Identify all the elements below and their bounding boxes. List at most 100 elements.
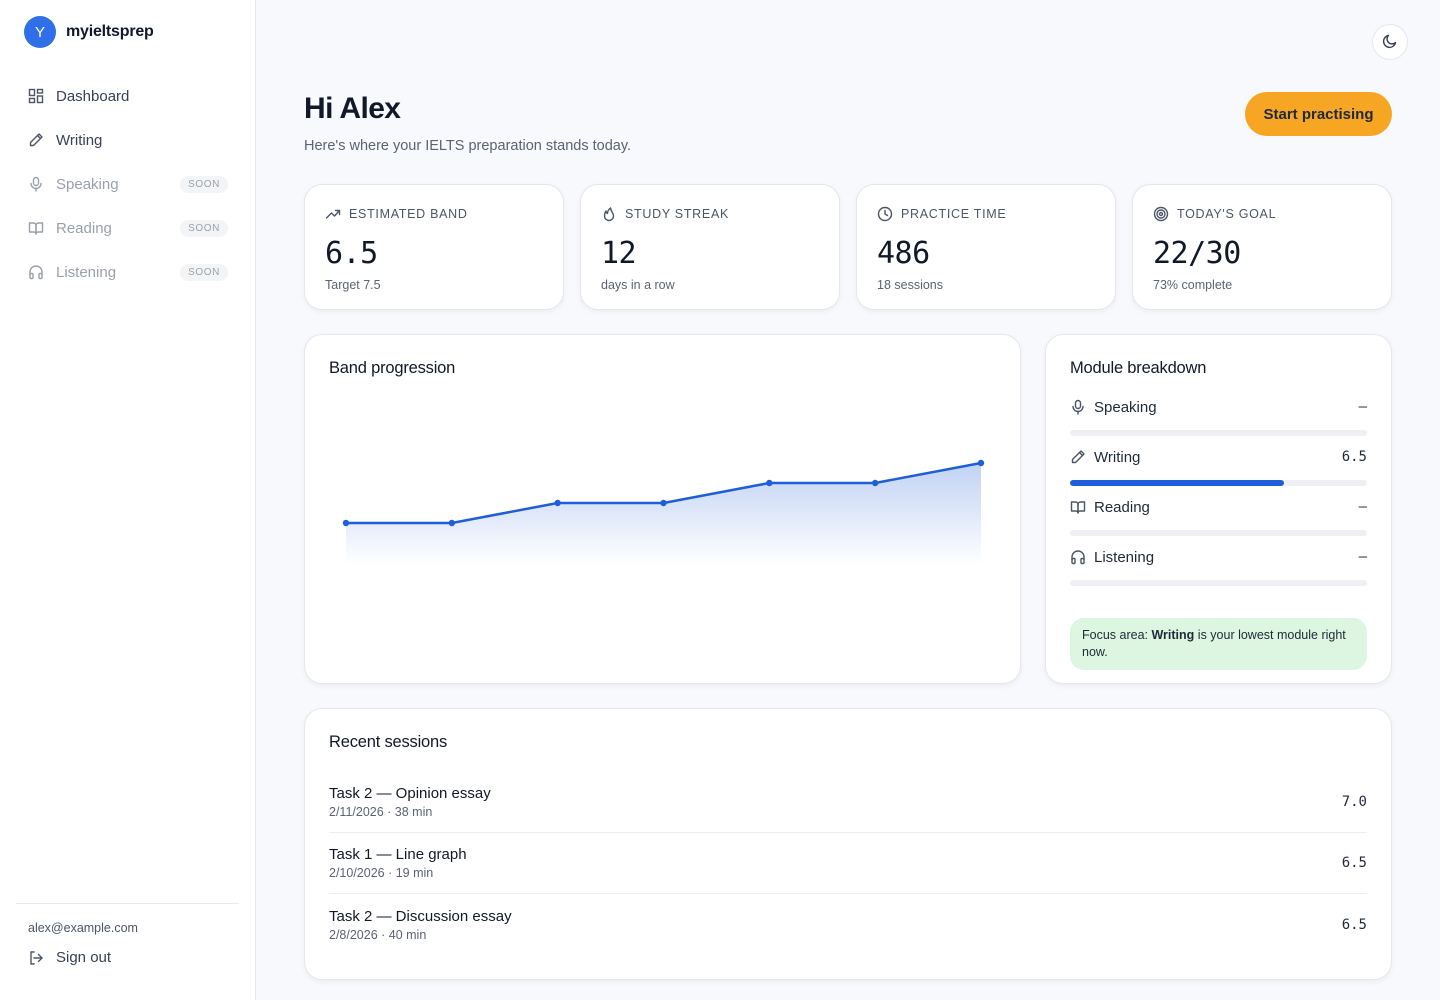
module-breakdown-card: Module breakdown Speaking – Writing 6.5 bbox=[1045, 334, 1392, 684]
pencil-icon bbox=[1070, 449, 1086, 465]
chart-point-7[interactable] bbox=[977, 459, 985, 467]
focus-module: Writing bbox=[1151, 628, 1195, 642]
module-score: – bbox=[1358, 399, 1367, 415]
start-practising-button[interactable]: Start practising bbox=[1245, 92, 1392, 136]
stat-label: PRACTICE TIME bbox=[901, 206, 1007, 221]
soon-badge: SOON bbox=[180, 263, 228, 281]
stat-label: TODAY'S GOAL bbox=[1177, 206, 1277, 221]
stat-card-todays-goal: TODAY'S GOAL 22/30 73% complete bbox=[1132, 184, 1392, 310]
session-meta: 2/8/2026 · 40 min bbox=[329, 927, 427, 942]
card-title: Band progression bbox=[329, 359, 456, 377]
session-band: 6.5 bbox=[1341, 916, 1367, 933]
clock-icon bbox=[877, 206, 893, 222]
logout-icon bbox=[28, 950, 44, 966]
session-title: Task 2 — Opinion essay bbox=[329, 785, 491, 802]
user-email: alex@example.com bbox=[28, 921, 138, 935]
microphone-icon bbox=[28, 176, 44, 192]
module-progress-track bbox=[1070, 580, 1367, 586]
sign-out-button[interactable]: Sign out bbox=[28, 949, 239, 966]
module-score: – bbox=[1358, 549, 1367, 565]
stat-sub: 73% complete bbox=[1153, 278, 1233, 292]
stat-card-practice-time: PRACTICE TIME 486 18 sessions bbox=[856, 184, 1116, 310]
session-title: Task 1 — Line graph bbox=[329, 846, 467, 863]
module-progress-track bbox=[1070, 530, 1367, 536]
module-progress-track bbox=[1070, 430, 1367, 436]
recent-sessions-card: Recent sessions Task 2 — Opinion essay 2… bbox=[304, 708, 1392, 980]
module-speaking[interactable]: Speaking – bbox=[1070, 395, 1367, 445]
stat-value: 22/30 bbox=[1153, 236, 1241, 271]
module-name: Listening bbox=[1094, 548, 1155, 566]
module-writing[interactable]: Writing 6.5 bbox=[1070, 445, 1367, 495]
stat-label: ESTIMATED BAND bbox=[349, 206, 468, 221]
sign-out-label: Sign out bbox=[56, 949, 112, 966]
sidebar-item-listening[interactable]: Listening SOON bbox=[16, 250, 240, 294]
pencil-icon bbox=[28, 132, 44, 148]
sidebar-item-writing[interactable]: Writing bbox=[16, 118, 240, 162]
chart-point-4[interactable] bbox=[660, 499, 667, 507]
sidebar-item-label: Dashboard bbox=[56, 87, 130, 105]
card-title: Module breakdown bbox=[1070, 359, 1207, 377]
dashboard-icon bbox=[28, 88, 44, 104]
book-icon bbox=[28, 220, 44, 236]
session-row[interactable]: Task 2 — Opinion essay 2/11/2026 · 38 mi… bbox=[329, 772, 1367, 833]
sidebar-item-label: Reading bbox=[56, 219, 112, 237]
stat-value: 486 bbox=[877, 236, 930, 271]
stat-value: 12 bbox=[601, 236, 637, 271]
soon-badge: SOON bbox=[180, 175, 228, 193]
chart-point-5[interactable] bbox=[766, 479, 773, 487]
session-meta: 2/11/2026 · 38 min bbox=[329, 805, 433, 819]
sidebar-nav: Dashboard Writing Speaking SOON Reading … bbox=[16, 74, 240, 294]
module-progress-track bbox=[1070, 480, 1367, 486]
stat-sub: 18 sessions bbox=[877, 278, 944, 292]
card-title: Recent sessions bbox=[329, 733, 448, 751]
module-listening[interactable]: Listening – bbox=[1070, 545, 1367, 595]
session-band: 6.5 bbox=[1341, 855, 1367, 871]
sidebar-item-speaking[interactable]: Speaking SOON bbox=[16, 162, 240, 206]
trending-up-icon bbox=[325, 206, 341, 222]
brand-logo: Y bbox=[24, 16, 56, 48]
stat-label: STUDY STREAK bbox=[625, 206, 730, 221]
sidebar-item-label: Listening bbox=[56, 263, 117, 281]
chart-area bbox=[346, 463, 981, 565]
microphone-icon bbox=[1070, 399, 1086, 415]
flame-icon bbox=[601, 206, 617, 222]
focus-prefix: Focus area: bbox=[1082, 628, 1152, 642]
page-title: Hi Alex bbox=[304, 92, 401, 125]
session-list: Task 2 — Opinion essay 2/11/2026 · 38 mi… bbox=[329, 772, 1367, 955]
band-progression-chart bbox=[342, 459, 985, 565]
module-list: Speaking – Writing 6.5 Reading – bbox=[1070, 395, 1367, 595]
module-score: – bbox=[1358, 499, 1367, 515]
brand-name: myieltsprep bbox=[66, 23, 154, 40]
target-icon bbox=[1153, 206, 1169, 222]
sidebar: Y myieltsprep Dashboard Writing Speaking… bbox=[0, 0, 256, 1000]
module-reading[interactable]: Reading – bbox=[1070, 495, 1367, 545]
page-subtitle: Here's where your IELTS preparation stan… bbox=[304, 138, 632, 154]
soon-badge: SOON bbox=[180, 219, 228, 237]
module-progress-fill bbox=[1070, 480, 1284, 486]
session-meta: 2/10/2026 · 19 min bbox=[329, 866, 434, 880]
chart-point-6[interactable] bbox=[871, 479, 879, 487]
sidebar-footer: alex@example.com Sign out bbox=[16, 903, 239, 966]
module-name: Speaking bbox=[1094, 398, 1157, 416]
stat-card-study-streak: STUDY STREAK 12 days in a row bbox=[580, 184, 840, 310]
chart-point-3[interactable] bbox=[554, 499, 561, 507]
stat-card-estimated-band: ESTIMATED BAND 6.5 Target 7.5 bbox=[304, 184, 564, 310]
theme-toggle-button[interactable] bbox=[1372, 24, 1408, 60]
moon-icon bbox=[1382, 33, 1398, 52]
headphones-icon bbox=[1070, 549, 1086, 565]
sidebar-item-reading[interactable]: Reading SOON bbox=[16, 206, 240, 250]
book-icon bbox=[1070, 499, 1086, 515]
headphones-icon bbox=[28, 264, 44, 280]
focus-suffix: is your lowest module right now. bbox=[1082, 628, 1346, 659]
stat-sub: Target 7.5 bbox=[325, 278, 381, 292]
session-band: 7.0 bbox=[1341, 794, 1367, 810]
brand[interactable]: Y myieltsprep bbox=[24, 16, 154, 48]
session-row[interactable]: Task 1 — Line graph 2/10/2026 · 19 min 6… bbox=[329, 833, 1367, 894]
stat-value: 6.5 bbox=[325, 236, 378, 271]
module-name: Reading bbox=[1094, 498, 1150, 516]
module-name: Writing bbox=[1094, 448, 1141, 466]
chart-point-1[interactable] bbox=[342, 519, 350, 527]
sidebar-item-dashboard[interactable]: Dashboard bbox=[16, 74, 240, 118]
session-row[interactable]: Task 2 — Discussion essay 2/8/2026 · 40 … bbox=[329, 894, 1367, 955]
chart-point-2[interactable] bbox=[448, 519, 456, 527]
